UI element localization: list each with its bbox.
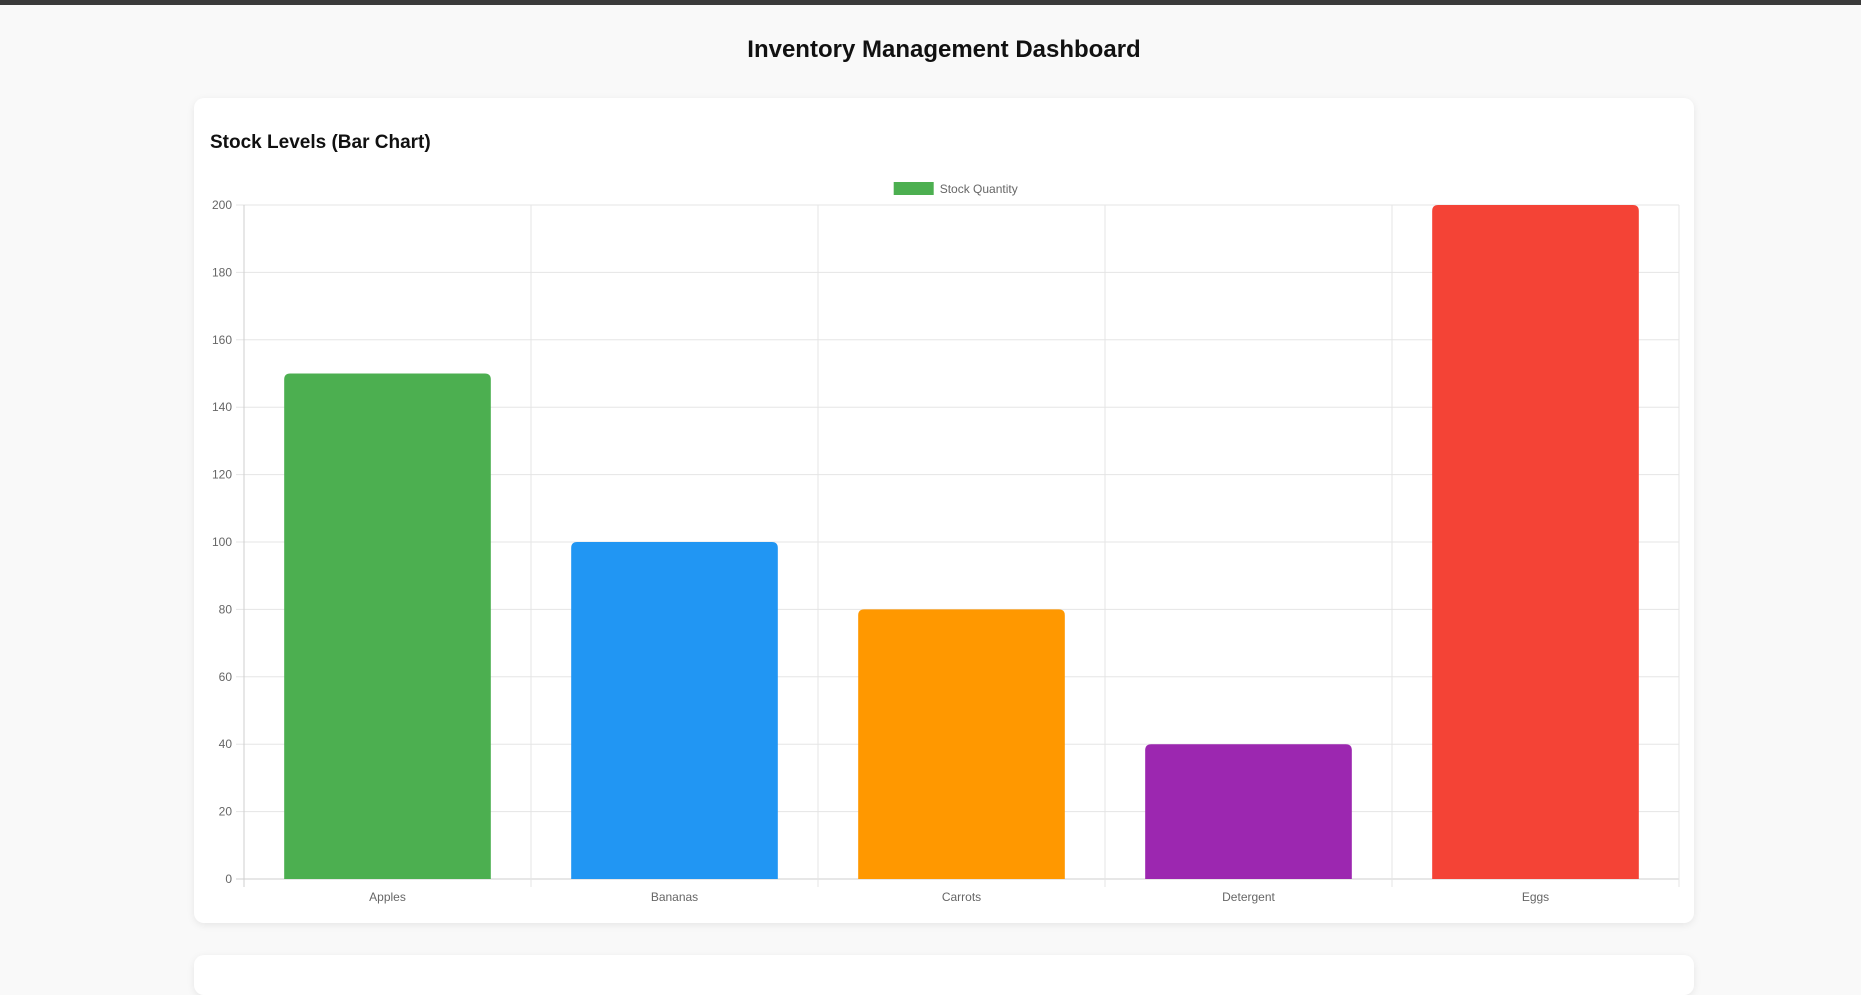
legend-swatch	[893, 182, 934, 195]
bar-eggs	[1432, 205, 1639, 879]
bar-bananas	[571, 542, 778, 879]
y-tick-label: 200	[212, 198, 232, 212]
y-tick-label: 40	[219, 737, 233, 751]
x-tick-label: Carrots	[942, 890, 981, 904]
card-title: Stock Levels (Bar Chart)	[210, 132, 431, 153]
y-tick-label: 120	[212, 468, 232, 482]
top-bar	[0, 0, 1861, 5]
y-tick-label: 160	[212, 333, 232, 347]
page-title: Inventory Management Dashboard	[747, 36, 1141, 63]
y-tick-label: 20	[219, 805, 233, 819]
y-tick-label: 180	[212, 265, 232, 279]
x-tick-label: Eggs	[1522, 890, 1549, 904]
y-tick-label: 100	[212, 535, 232, 549]
legend-label: Stock Quantity	[940, 182, 1018, 196]
x-tick-label: Apples	[369, 890, 406, 904]
bar-apples	[284, 373, 491, 879]
bar-detergent	[1145, 744, 1352, 879]
stock-bar-chart: 0 20 40 60 80 100 120 140 160 180 200 Apples Bananas…	[212, 182, 1680, 904]
x-tick-label: Detergent	[1222, 890, 1275, 904]
y-tick-label: 60	[219, 670, 233, 684]
x-tick-label: Bananas	[651, 890, 698, 904]
y-tick-label: 140	[212, 400, 232, 414]
y-tick-label: 80	[219, 602, 233, 616]
stock-chart-card: Stock Levels (Bar Chart) 0 20 40 60 80 100 120…	[194, 98, 1694, 923]
y-tick-label: 0	[225, 872, 232, 886]
second-card	[194, 955, 1694, 995]
bar-carrots	[858, 609, 1065, 879]
